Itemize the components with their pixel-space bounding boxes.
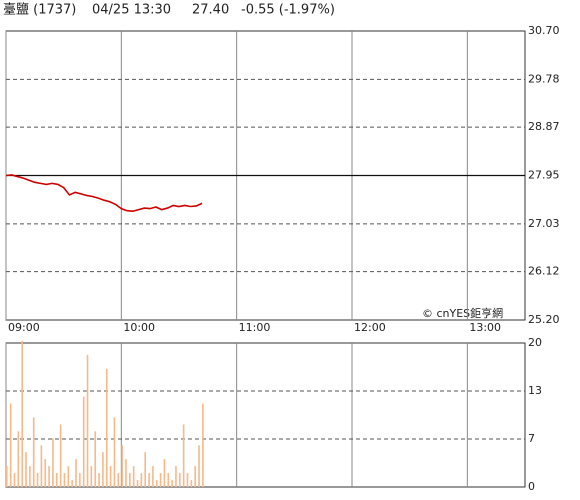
volume-bar (82, 396, 85, 487)
price-change: -0.55 (-1.97%) (241, 3, 335, 18)
volume-bar (121, 445, 123, 487)
y-tick-label: 28.87 (528, 120, 560, 133)
x-tick-label: 13:00 (469, 321, 501, 334)
volume-bar (182, 424, 185, 487)
volume-bar (79, 473, 81, 487)
volume-bar (132, 466, 135, 487)
volume-bar (6, 466, 8, 487)
volume-bar (86, 354, 89, 487)
volume-bar (202, 403, 204, 487)
x-tick-label: 11:00 (239, 321, 271, 334)
y-tick-label: 27.95 (528, 169, 560, 182)
volume-bar (36, 473, 39, 487)
volume-bar (25, 452, 27, 487)
volume-bar (159, 473, 162, 487)
volume-bar (59, 424, 62, 487)
volume-bar (52, 438, 54, 487)
volume-bar (67, 466, 70, 487)
volume-bar (155, 480, 158, 487)
volume-bar (179, 473, 181, 487)
y-tick-label: 0 (528, 480, 535, 493)
volume-bar (117, 473, 120, 487)
volume-bar (190, 480, 193, 487)
volume-bar (63, 473, 66, 487)
volume-bar (94, 431, 97, 487)
y-tick-label: 13 (528, 384, 542, 397)
price-line (5, 174, 203, 213)
volume-bar (175, 466, 177, 487)
y-tick-label: 30.70 (528, 24, 560, 37)
x-tick-label: 10:00 (123, 321, 155, 334)
volume-bar (152, 466, 154, 487)
volume-bar (71, 480, 73, 487)
volume-bar (40, 445, 43, 487)
volume-bar (136, 480, 139, 487)
volume-bar (90, 466, 93, 487)
volume-bar (109, 466, 112, 487)
volume-bar (55, 473, 58, 487)
volume-bar (29, 466, 31, 487)
x-tick-label: 12:00 (354, 321, 386, 334)
x-tick-label: 09:00 (8, 321, 40, 334)
stock-name: 臺鹽 (1737) (3, 3, 76, 18)
volume-bar (167, 473, 170, 487)
y-tick-label: 7 (528, 432, 535, 445)
volume-bar (198, 445, 200, 487)
volume-bar (21, 340, 23, 487)
volume-bar (9, 403, 12, 487)
y-tick-label: 27.03 (528, 217, 560, 230)
volume-bar (171, 480, 173, 487)
volume-bar (113, 417, 116, 487)
volume-bar (129, 473, 131, 487)
y-tick-label: 26.12 (528, 265, 560, 278)
volume-bar (98, 473, 100, 487)
volume-bar (105, 368, 108, 487)
last-price: 27.40 (192, 3, 229, 18)
volume-bar (17, 431, 20, 487)
volume-bar (163, 459, 166, 487)
volume-bar (140, 473, 143, 487)
volume-bar (125, 459, 127, 487)
y-tick-label: 29.78 (528, 72, 560, 85)
volume-bar (48, 466, 50, 487)
volume-bar (44, 459, 47, 487)
volume-bar (194, 466, 196, 487)
volume-bar (186, 473, 189, 487)
y-tick-label: 25.20 (528, 313, 560, 326)
watermark: © cnYES鉅亨網 (422, 306, 503, 320)
volume-bar (144, 452, 146, 487)
volume-bar (32, 417, 35, 487)
volume-bar (102, 452, 104, 487)
y-tick-label: 20 (528, 336, 542, 349)
quote-time: 04/25 13:30 (92, 3, 171, 18)
volume-bar (13, 473, 16, 487)
volume-bar (75, 459, 77, 487)
volume-bar (148, 473, 150, 487)
